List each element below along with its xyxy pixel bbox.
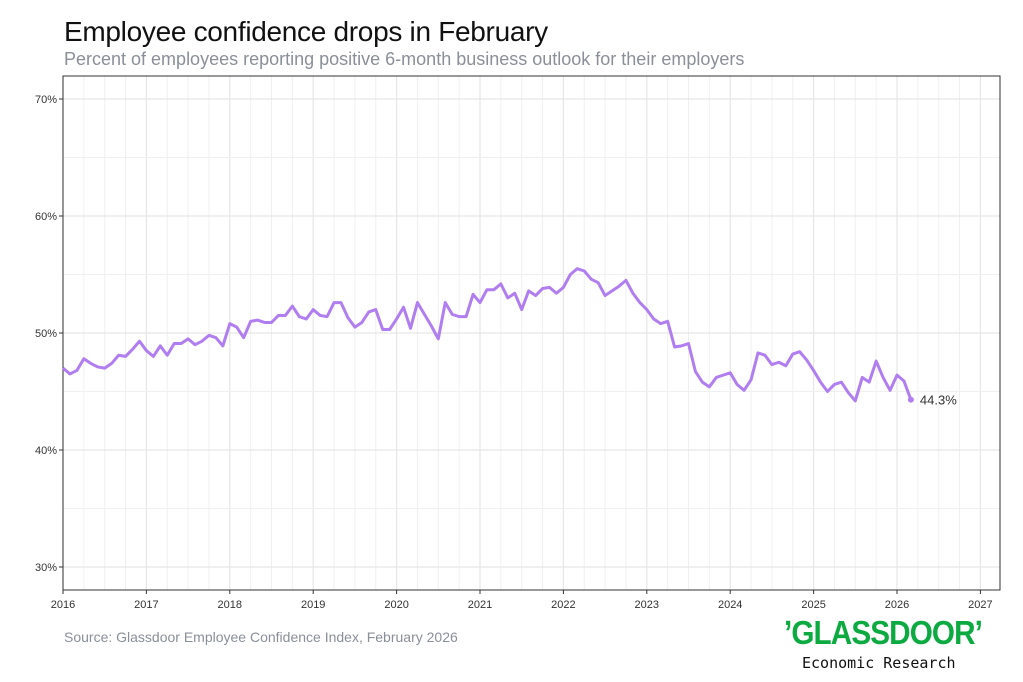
x-tick-label: 2020: [384, 599, 408, 611]
y-tick-label: 40%: [35, 445, 57, 457]
x-tick-label: 2022: [551, 599, 575, 611]
x-tick-label: 2017: [134, 599, 158, 611]
x-tick-label: 2026: [885, 599, 909, 611]
y-tick-label: 70%: [35, 94, 57, 106]
y-tick-label: 60%: [35, 211, 57, 223]
x-tick-label: 2019: [301, 599, 325, 611]
x-tick-label: 2016: [51, 599, 75, 611]
x-tick-label: 2018: [218, 599, 242, 611]
last-data-point: [907, 396, 914, 403]
x-tick-label: 2024: [718, 599, 742, 611]
y-tick-label: 50%: [35, 328, 57, 340]
x-tick-label: 2027: [968, 599, 992, 611]
chart-title: Employee confidence drops in February: [64, 16, 548, 47]
glassdoor-logo: ʼGLASSDOORʼ: [784, 614, 983, 651]
series-line: [62, 267, 913, 403]
x-tick-label: 2021: [468, 599, 492, 611]
source-note: Source: Glassdoor Employee Confidence In…: [64, 629, 458, 645]
x-tick-label: 2025: [801, 599, 825, 611]
x-tick-label: 2023: [635, 599, 659, 611]
y-tick-label: 30%: [35, 562, 57, 574]
chart-subtitle: Percent of employees reporting positive …: [64, 49, 745, 69]
last-value-label: 44.3%: [920, 393, 957, 408]
logo-tagline: Economic Research: [802, 654, 956, 672]
